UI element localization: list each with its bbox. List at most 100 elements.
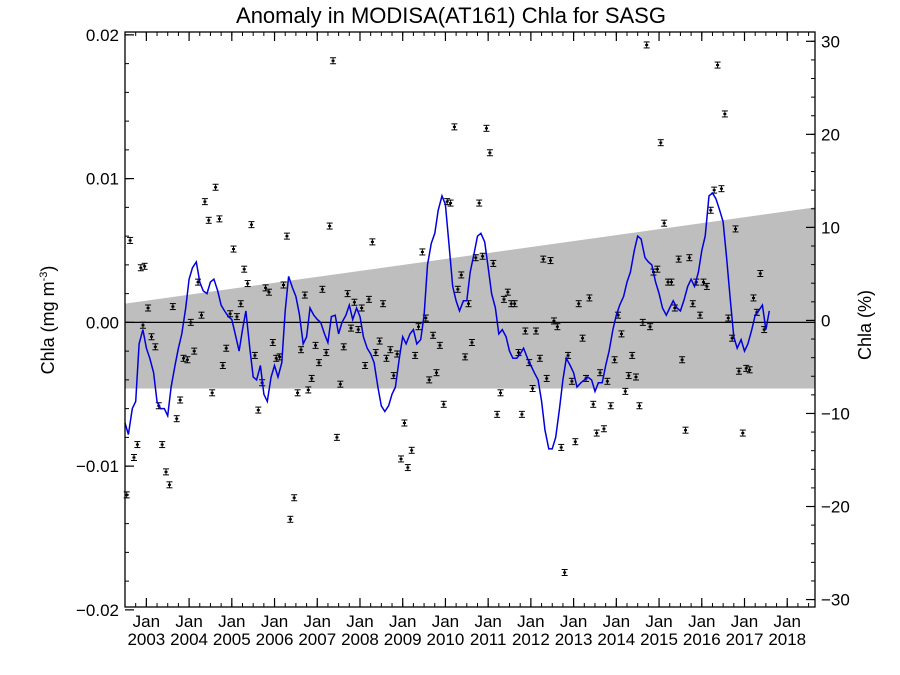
data-marker <box>491 262 495 265</box>
data-marker <box>317 361 321 364</box>
data-point <box>597 369 604 377</box>
data-marker <box>531 387 535 390</box>
smoothed-line <box>124 191 771 450</box>
data-marker <box>395 353 399 355</box>
data-point <box>468 339 475 346</box>
data-marker <box>434 371 438 374</box>
data-point <box>180 354 187 362</box>
data-point <box>500 295 507 303</box>
data-point <box>166 481 173 489</box>
data-marker <box>417 325 421 328</box>
data-point <box>287 515 294 523</box>
data-point <box>230 245 237 253</box>
data-marker <box>392 374 396 377</box>
data-point <box>398 455 404 463</box>
chart-title: Anomaly in MODISA(AT161) Chla for SASG <box>236 3 666 28</box>
data-point <box>483 124 490 132</box>
data-marker <box>677 258 681 261</box>
data-point <box>198 311 205 319</box>
data-point <box>458 271 465 279</box>
data-point <box>668 278 675 286</box>
data-marker <box>342 345 346 348</box>
data-marker <box>135 443 139 446</box>
data-marker <box>616 314 620 317</box>
x-tick-label-year: 2003 <box>127 630 165 649</box>
x-tick-label-month: Jan <box>133 612 160 631</box>
data-marker <box>630 354 634 357</box>
data-marker <box>271 341 275 344</box>
data-marker <box>613 358 617 361</box>
data-point <box>746 366 753 374</box>
data-marker <box>167 483 171 486</box>
data-point <box>636 402 643 410</box>
y-tick-label-left: 0.01 <box>86 170 119 189</box>
data-marker <box>141 324 145 327</box>
x-tick-label-month: Jan <box>346 612 373 631</box>
data-marker <box>192 350 196 353</box>
data-point <box>543 374 550 382</box>
data-point <box>337 380 344 388</box>
data-point <box>511 300 518 308</box>
data-marker <box>210 391 214 394</box>
data-marker <box>438 344 442 347</box>
x-tick-label-year: 2018 <box>768 630 806 649</box>
data-point <box>362 362 369 369</box>
data-point <box>433 369 440 377</box>
data-point <box>554 323 561 331</box>
x-tick-label-month: Jan <box>774 612 801 631</box>
data-marker <box>146 307 150 309</box>
data-point <box>265 288 272 296</box>
data-point <box>283 232 290 240</box>
data-marker <box>374 351 378 354</box>
y-tick-label-right: −30 <box>821 591 850 610</box>
data-point <box>169 303 176 311</box>
data-marker <box>352 301 356 304</box>
data-marker <box>256 409 260 412</box>
data-marker <box>698 314 702 317</box>
data-marker <box>442 403 446 406</box>
data-marker <box>402 422 406 424</box>
data-marker <box>207 219 211 222</box>
data-point <box>269 339 276 346</box>
data-marker <box>598 371 602 374</box>
data-marker <box>591 403 595 406</box>
data-point <box>365 295 372 303</box>
data-point <box>725 314 732 322</box>
data-marker <box>410 449 414 452</box>
data-point <box>479 252 486 260</box>
x-tick-label-month: Jan <box>645 612 672 631</box>
data-point <box>251 351 258 359</box>
data-marker <box>199 314 203 317</box>
data-point <box>707 206 714 214</box>
data-point <box>454 285 461 293</box>
data-point <box>401 419 408 427</box>
data-marker <box>470 341 474 344</box>
x-tick-label-month: Jan <box>389 612 416 631</box>
data-marker <box>609 404 613 407</box>
data-point <box>163 468 170 476</box>
data-point <box>654 265 661 273</box>
data-marker <box>431 334 435 337</box>
data-marker <box>139 266 143 269</box>
data-point <box>568 377 575 385</box>
data-marker <box>149 335 153 338</box>
data-point <box>326 222 333 230</box>
data-point <box>629 351 636 359</box>
x-tick-label-year: 2005 <box>213 630 251 649</box>
data-point <box>639 318 646 326</box>
data-point <box>244 280 251 288</box>
data-marker <box>282 284 286 286</box>
data-marker <box>545 377 549 380</box>
data-point <box>625 372 632 380</box>
data-marker <box>303 294 307 297</box>
data-marker <box>378 340 382 343</box>
data-point <box>721 110 728 118</box>
x-tick-label-month: Jan <box>731 612 758 631</box>
data-point <box>604 377 611 385</box>
data-marker <box>701 281 705 284</box>
data-marker <box>384 357 388 360</box>
data-marker <box>666 281 670 284</box>
data-point <box>486 149 493 157</box>
data-point <box>315 359 322 367</box>
data-marker <box>549 259 553 262</box>
